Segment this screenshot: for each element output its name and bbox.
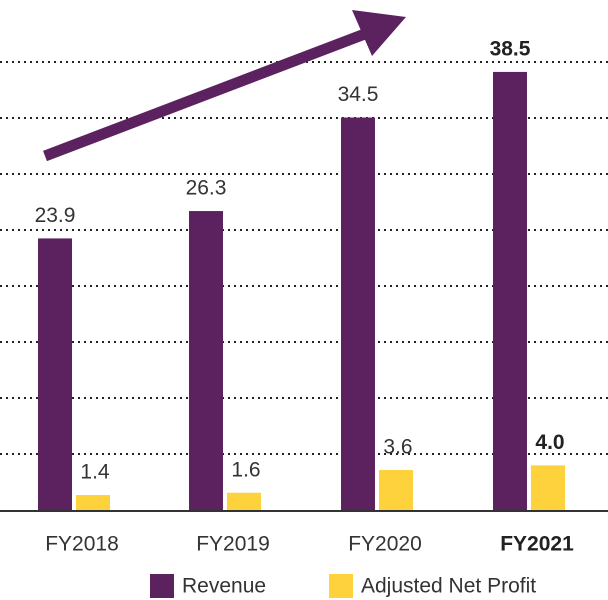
data-label: 4.0 [535,431,564,454]
legend-swatch [329,574,353,598]
data-label: 23.9 [35,204,76,227]
data-label: 1.6 [231,458,260,481]
trend-arrow [43,10,406,162]
bar [76,495,110,511]
x-tick-label: FY2020 [348,533,422,556]
bar [379,469,413,511]
bar [227,492,261,511]
bar [493,71,527,512]
data-label: 34.5 [338,83,379,106]
bar [341,117,375,512]
bar [531,465,565,511]
x-tick-label: FY2021 [500,533,574,556]
legend-label: Revenue [182,575,266,598]
arrow-shaft [43,26,372,162]
data-label: 3.6 [383,435,412,458]
data-label: 26.3 [186,177,227,200]
data-label: 38.5 [490,37,531,60]
data-label: 1.4 [80,461,110,484]
bar [189,211,223,512]
arrow-head [352,10,406,56]
legend-swatch [150,574,174,598]
bar [38,238,72,511]
legend-label: Adjusted Net Profit [361,575,536,598]
x-tick-label: FY2018 [45,533,119,556]
x-tick-label: FY2019 [196,533,270,556]
